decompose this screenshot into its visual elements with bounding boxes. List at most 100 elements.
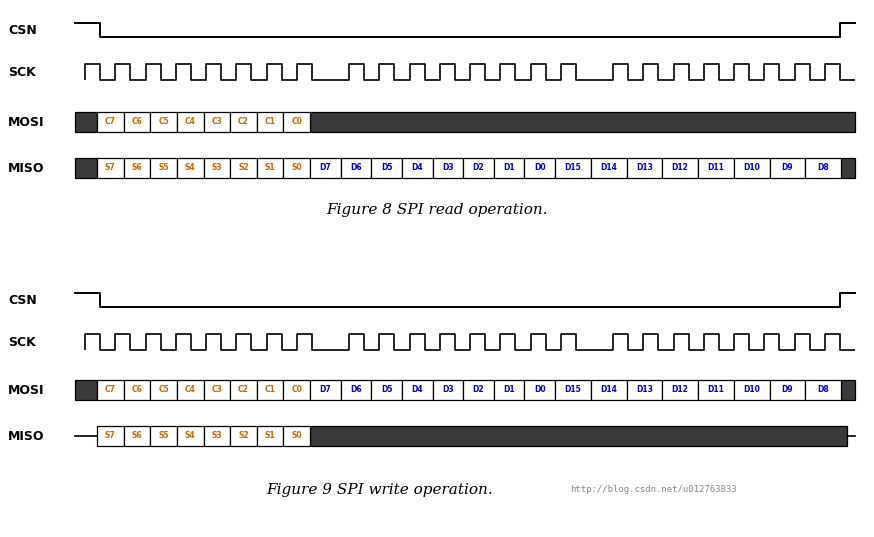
Bar: [123, 380, 150, 400]
Bar: [75, 380, 97, 400]
Text: D6: D6: [350, 386, 362, 395]
Bar: [97, 426, 123, 446]
Bar: [841, 380, 855, 400]
Text: D6: D6: [350, 163, 362, 172]
Text: D2: D2: [473, 163, 484, 172]
Bar: [341, 158, 371, 178]
Text: S7: S7: [105, 432, 115, 440]
Text: C1: C1: [265, 386, 275, 395]
Bar: [662, 158, 698, 178]
Text: D8: D8: [817, 163, 829, 172]
Bar: [123, 426, 150, 446]
Bar: [283, 426, 310, 446]
Text: D10: D10: [743, 386, 760, 395]
Text: D14: D14: [600, 386, 617, 395]
Bar: [97, 112, 123, 132]
Text: D3: D3: [442, 163, 454, 172]
Text: D3: D3: [442, 386, 454, 395]
Text: SCK: SCK: [8, 336, 36, 349]
Text: C2: C2: [238, 118, 249, 127]
Bar: [97, 158, 123, 178]
Bar: [494, 380, 524, 400]
Text: C6: C6: [131, 386, 142, 395]
Text: D0: D0: [534, 163, 545, 172]
Bar: [591, 158, 627, 178]
Text: D7: D7: [319, 163, 331, 172]
Bar: [627, 380, 662, 400]
Bar: [150, 158, 177, 178]
Text: D15: D15: [565, 386, 581, 395]
Bar: [310, 158, 341, 178]
Bar: [841, 158, 855, 178]
Text: S3: S3: [212, 163, 222, 172]
Bar: [177, 380, 204, 400]
Bar: [204, 112, 230, 132]
Text: D11: D11: [707, 163, 725, 172]
Bar: [805, 158, 841, 178]
Text: S0: S0: [291, 163, 302, 172]
Text: C3: C3: [212, 386, 222, 395]
Bar: [177, 112, 204, 132]
Text: S2: S2: [238, 432, 249, 440]
Bar: [75, 158, 97, 178]
Text: C3: C3: [212, 118, 222, 127]
Text: D9: D9: [781, 163, 794, 172]
Text: C5: C5: [158, 118, 169, 127]
Bar: [97, 380, 123, 400]
Text: MISO: MISO: [8, 162, 45, 175]
Bar: [204, 426, 230, 446]
Bar: [698, 380, 734, 400]
Text: S5: S5: [158, 163, 169, 172]
Text: D13: D13: [636, 163, 653, 172]
Text: S4: S4: [185, 432, 196, 440]
Text: CSN: CSN: [8, 294, 37, 307]
Text: S5: S5: [158, 432, 169, 440]
Text: S6: S6: [132, 163, 142, 172]
Bar: [150, 380, 177, 400]
Bar: [230, 112, 257, 132]
Text: S7: S7: [105, 163, 115, 172]
Text: D14: D14: [600, 163, 617, 172]
Text: D5: D5: [381, 163, 392, 172]
Text: S2: S2: [238, 163, 249, 172]
Bar: [150, 426, 177, 446]
Bar: [123, 112, 150, 132]
Bar: [204, 380, 230, 400]
Bar: [402, 380, 433, 400]
Text: S1: S1: [265, 163, 275, 172]
Bar: [769, 158, 805, 178]
Text: C7: C7: [105, 386, 116, 395]
Bar: [698, 158, 734, 178]
Text: MOSI: MOSI: [8, 115, 45, 128]
Bar: [75, 112, 97, 132]
Bar: [734, 380, 769, 400]
Bar: [433, 158, 463, 178]
Bar: [555, 158, 591, 178]
Text: S0: S0: [291, 432, 302, 440]
Bar: [177, 158, 204, 178]
Bar: [257, 112, 283, 132]
Bar: [310, 112, 855, 132]
Text: C0: C0: [291, 386, 302, 395]
Bar: [591, 380, 627, 400]
Bar: [123, 158, 150, 178]
Text: D15: D15: [565, 163, 581, 172]
Text: D7: D7: [319, 386, 331, 395]
Text: Figure 9 SPI write operation.: Figure 9 SPI write operation.: [267, 483, 494, 497]
Bar: [433, 380, 463, 400]
Text: C5: C5: [158, 386, 169, 395]
Text: D13: D13: [636, 386, 653, 395]
Bar: [230, 426, 257, 446]
Bar: [524, 380, 555, 400]
Bar: [150, 112, 177, 132]
Text: C2: C2: [238, 386, 249, 395]
Bar: [627, 158, 662, 178]
Text: D4: D4: [412, 386, 423, 395]
Text: S4: S4: [185, 163, 196, 172]
Text: S1: S1: [265, 432, 275, 440]
Text: D9: D9: [781, 386, 794, 395]
Text: C0: C0: [291, 118, 302, 127]
Bar: [257, 426, 283, 446]
Bar: [283, 158, 310, 178]
Text: C6: C6: [131, 118, 142, 127]
